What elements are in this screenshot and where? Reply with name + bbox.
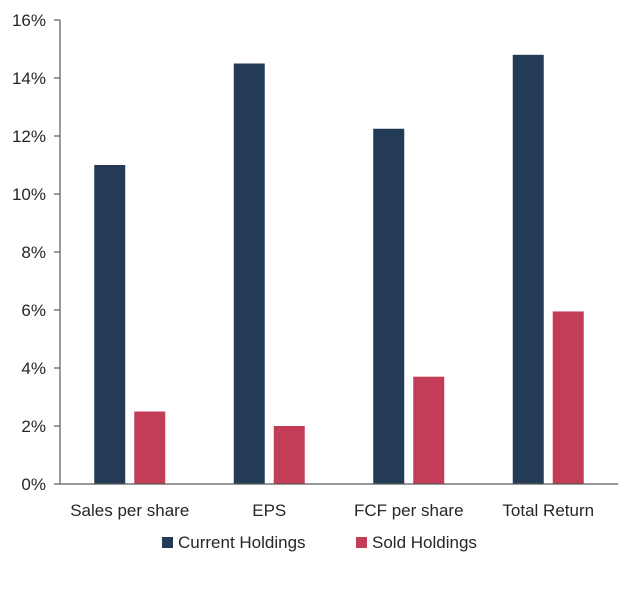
x-category-label: Total Return [502,501,594,520]
bar-current-holdings [512,54,544,485]
bar-current-holdings [233,63,265,484]
legend-swatch [162,537,173,548]
x-axis: Sales per share EPS FCF per share Total Ret… [60,483,618,520]
y-tick-label: 2% [21,417,46,436]
y-axis: 0% 2% 4% 6% 8% 10% 12% 14% 16% [12,11,61,494]
legend-swatch [356,537,367,548]
bar-sold-holdings [552,311,584,484]
y-tick-label: 12% [12,127,46,146]
y-tick-label: 14% [12,69,46,88]
y-tick-label: 4% [21,359,46,378]
x-category-label: EPS [252,501,286,520]
y-tick-label: 6% [21,301,46,320]
y-tick-label: 10% [12,185,46,204]
bar-current-holdings [373,128,405,484]
bar-sold-holdings [413,376,445,484]
legend: Current Holdings Sold Holdings [162,533,477,552]
y-tick-label: 0% [21,475,46,494]
legend-label: Current Holdings [178,533,306,552]
x-category-label: FCF per share [354,501,464,520]
bars [94,54,584,485]
y-tick-label: 8% [21,243,46,262]
bar-current-holdings [94,165,126,484]
y-tick-label: 16% [12,11,46,30]
bar-sold-holdings [134,411,166,484]
x-category-label: Sales per share [70,501,189,520]
bar-sold-holdings [273,426,305,484]
legend-label: Sold Holdings [372,533,477,552]
